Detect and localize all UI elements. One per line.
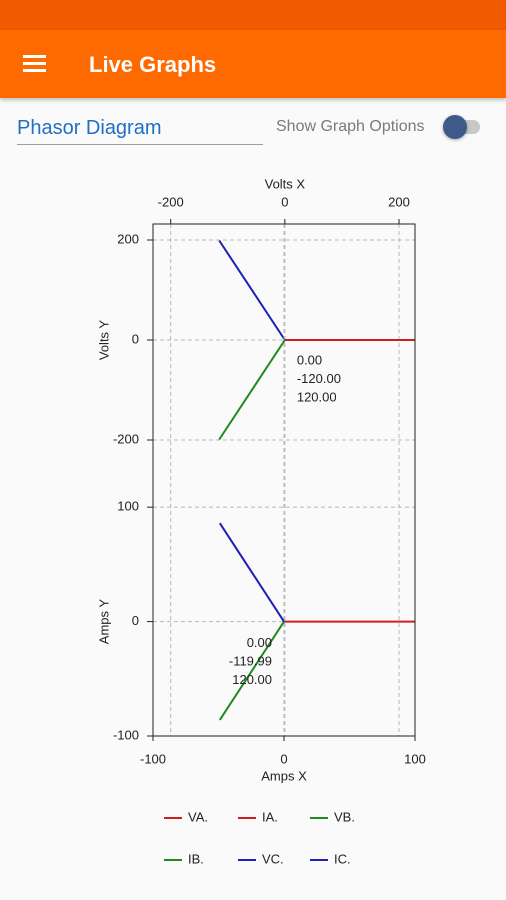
x-tick-label: -200 xyxy=(158,194,184,209)
text-input[interactable]: Phasor Diagram xyxy=(17,114,263,145)
toggle-label: Show Graph Options xyxy=(276,118,425,135)
angle-label: -119.99 xyxy=(229,654,272,669)
y-tick-label: 100 xyxy=(117,499,139,514)
plot-frame xyxy=(152,223,416,737)
legend-label: IB. xyxy=(188,851,204,866)
y-axis-label: Amps Y xyxy=(96,599,111,645)
phasor-line xyxy=(218,621,285,721)
toggle-knob[interactable] xyxy=(443,115,467,139)
angle-label: 0.00 xyxy=(247,635,272,650)
angle-label: 120.00 xyxy=(297,389,337,404)
phasor-line xyxy=(218,339,286,441)
y-tick-label: -200 xyxy=(113,431,139,446)
x-axis-label: Amps X xyxy=(261,768,307,783)
x-tick-label: 0 xyxy=(280,751,287,766)
x-tick-label: 200 xyxy=(388,194,410,209)
x-axis-label: Volts X xyxy=(265,176,306,191)
app-bar: Live Graphs xyxy=(0,30,506,98)
x-tick-label: -100 xyxy=(140,751,166,766)
legend-label: VA. xyxy=(188,809,208,824)
menu-button[interactable] xyxy=(23,55,46,72)
legend-label: IC. xyxy=(334,851,351,866)
angle-label: -120.00 xyxy=(297,371,341,386)
y-tick-label: -100 xyxy=(113,727,139,742)
status-bar xyxy=(0,0,506,30)
app-title: Live Graphs xyxy=(89,52,217,77)
y-tick-label: 200 xyxy=(117,231,139,246)
x-tick-label: 100 xyxy=(404,751,426,766)
phasor-line xyxy=(218,239,286,341)
plot-area xyxy=(218,239,415,441)
y-tick-label: 0 xyxy=(132,331,139,346)
legend-label: VB. xyxy=(334,809,355,824)
plot-area xyxy=(218,522,415,721)
legend-label: IA. xyxy=(262,809,278,824)
angle-label: 0.00 xyxy=(297,352,322,367)
phasor-line xyxy=(218,522,285,623)
y-axis-label: Volts Y xyxy=(96,320,111,361)
x-tick-label: 0 xyxy=(281,194,288,209)
legend-label: VC. xyxy=(262,851,284,866)
y-tick-label: 0 xyxy=(132,613,139,628)
angle-label: 120.00 xyxy=(232,672,272,687)
